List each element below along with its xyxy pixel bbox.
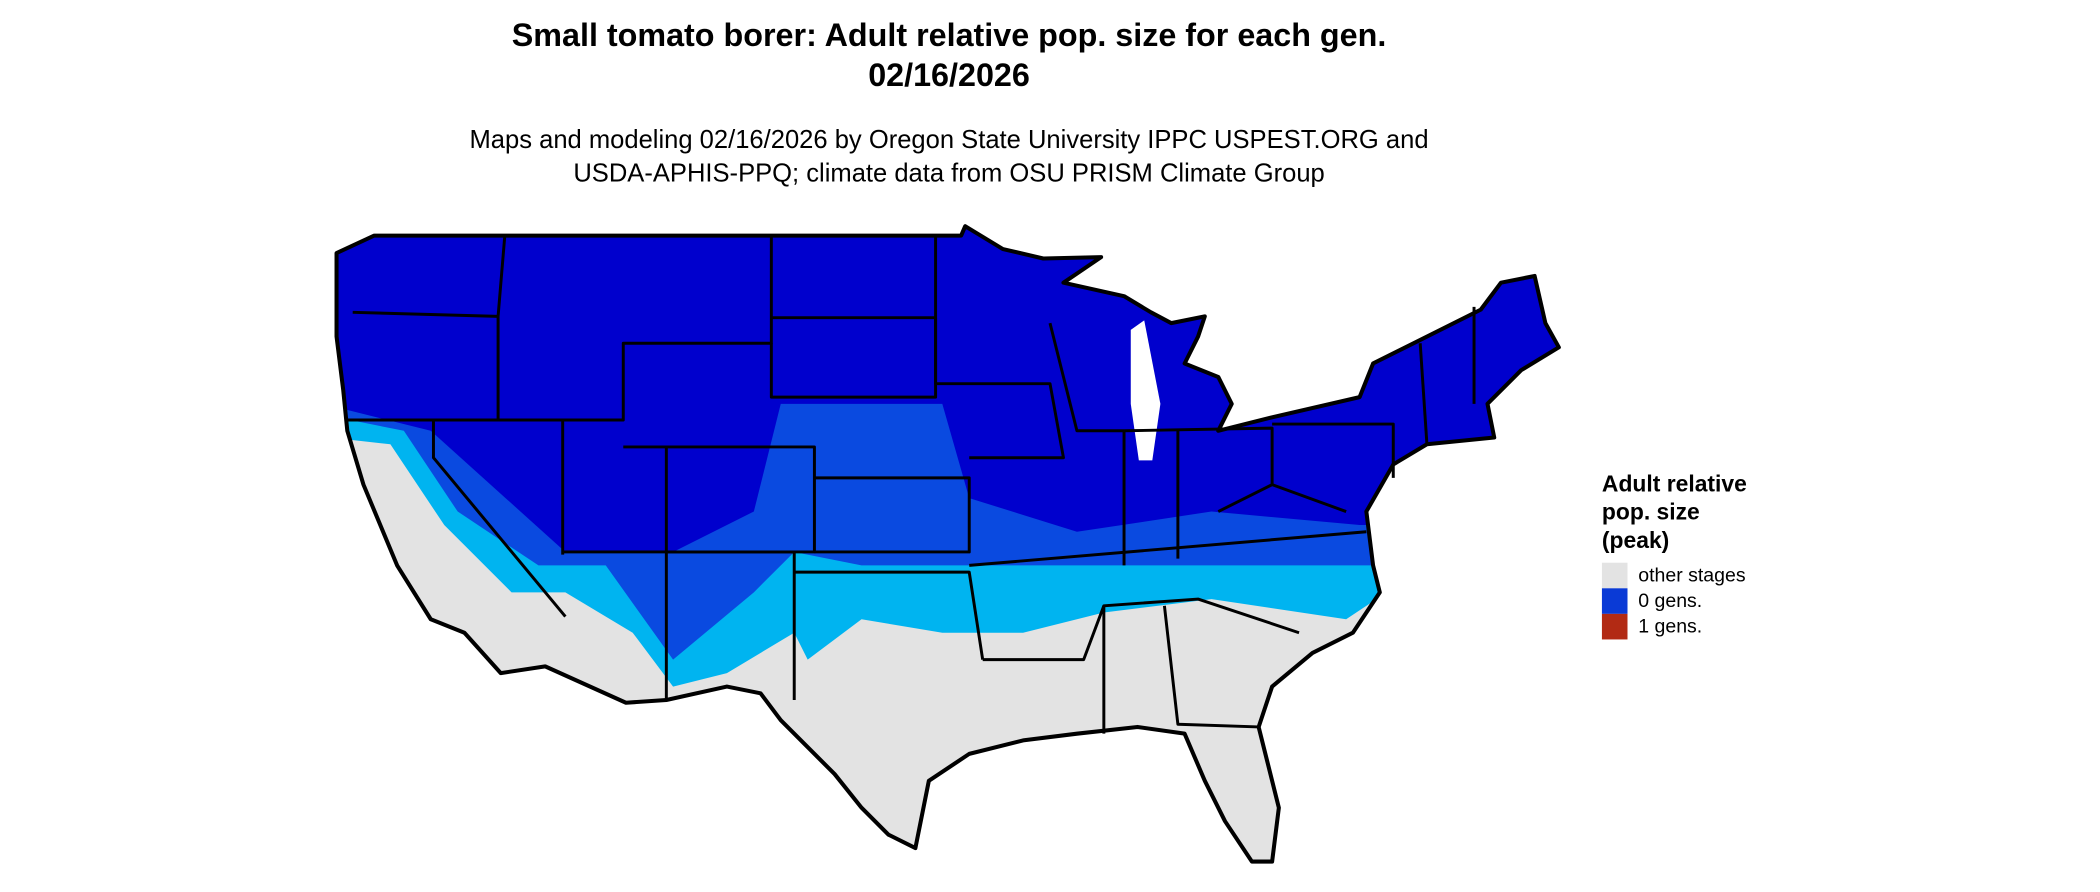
legend-label: other stages <box>1638 565 1746 587</box>
legend: Adult relative pop. size (peak) other st… <box>1601 470 1747 640</box>
legend-label: 1 gens. <box>1638 616 1702 638</box>
legend-swatch <box>1601 613 1628 640</box>
subtitle: USDA-APHIS-PPQ; climate data from OSU PR… <box>573 160 1324 188</box>
legend-title: (peak) <box>1602 527 1669 553</box>
legend-title: pop. size <box>1602 499 1700 525</box>
legend-swatch <box>1601 588 1628 614</box>
legend-title: Adult relative <box>1602 470 1747 496</box>
subtitle: Maps and modeling 02/16/2026 by Oregon S… <box>470 126 1429 154</box>
title: Small tomato borer: Adult relative pop. … <box>512 17 1387 53</box>
legend-label: 0 gens. <box>1638 590 1702 612</box>
lake-michigan <box>1130 320 1161 461</box>
state-borders <box>347 235 1476 734</box>
map <box>336 226 1559 862</box>
title: 02/16/2026 <box>868 57 1030 93</box>
legend-swatch <box>1601 562 1628 589</box>
